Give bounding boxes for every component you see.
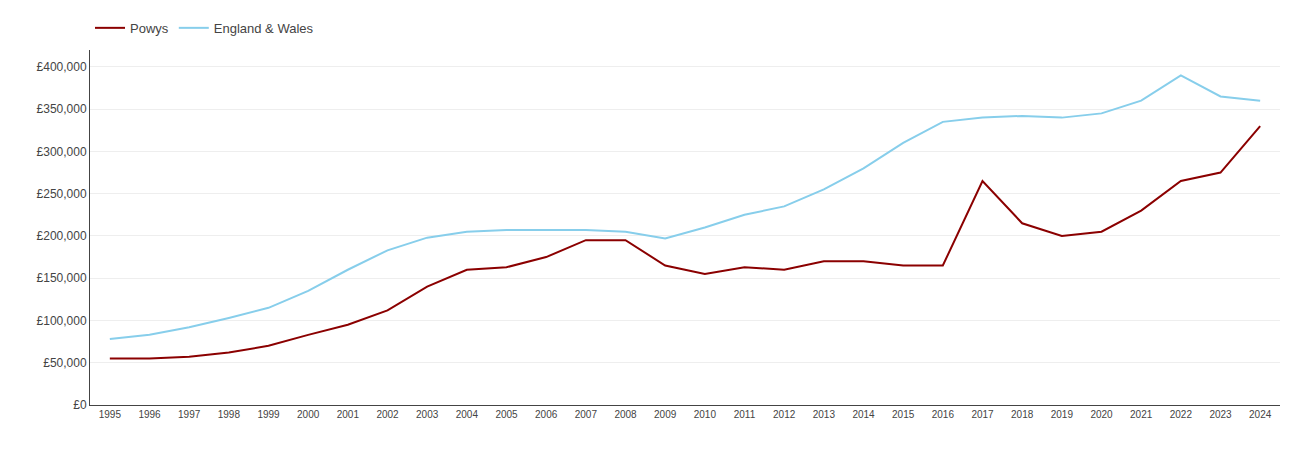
- svg-text:2011: 2011: [734, 409, 756, 420]
- svg-text:1996: 1996: [138, 409, 161, 420]
- svg-text:1997: 1997: [178, 409, 201, 420]
- svg-text:2004: 2004: [456, 409, 479, 420]
- svg-text:£300,000: £300,000: [37, 145, 87, 159]
- svg-text:2001: 2001: [337, 409, 360, 420]
- svg-text:2020: 2020: [1090, 409, 1113, 420]
- svg-text:2002: 2002: [376, 409, 399, 420]
- svg-text:1998: 1998: [218, 409, 241, 420]
- svg-text:2021: 2021: [1130, 409, 1153, 420]
- svg-text:2017: 2017: [971, 409, 994, 420]
- svg-text:2022: 2022: [1170, 409, 1193, 420]
- svg-text:Powys: Powys: [130, 21, 169, 36]
- svg-text:2014: 2014: [852, 409, 875, 420]
- svg-text:2013: 2013: [813, 409, 836, 420]
- svg-text:2016: 2016: [932, 409, 955, 420]
- svg-text:£50,000: £50,000: [43, 356, 87, 370]
- svg-text:£100,000: £100,000: [37, 314, 87, 328]
- svg-text:2012: 2012: [773, 409, 796, 420]
- svg-text:£250,000: £250,000: [37, 187, 87, 201]
- svg-text:1999: 1999: [257, 409, 280, 420]
- svg-text:2019: 2019: [1051, 409, 1074, 420]
- svg-text:2006: 2006: [535, 409, 558, 420]
- svg-text:£150,000: £150,000: [37, 271, 87, 285]
- svg-text:2015: 2015: [892, 409, 915, 420]
- svg-text:2018: 2018: [1011, 409, 1034, 420]
- svg-text:£400,000: £400,000: [37, 60, 87, 74]
- svg-text:2024: 2024: [1249, 409, 1272, 420]
- svg-text:£0: £0: [73, 398, 87, 412]
- svg-text:£200,000: £200,000: [37, 229, 87, 243]
- svg-text:2010: 2010: [694, 409, 717, 420]
- svg-text:2003: 2003: [416, 409, 439, 420]
- svg-text:2023: 2023: [1209, 409, 1232, 420]
- svg-text:1995: 1995: [99, 409, 122, 420]
- svg-text:2009: 2009: [654, 409, 677, 420]
- svg-text:2007: 2007: [575, 409, 598, 420]
- svg-text:2005: 2005: [495, 409, 518, 420]
- svg-text:England & Wales: England & Wales: [214, 21, 314, 36]
- svg-text:2008: 2008: [614, 409, 637, 420]
- svg-text:£350,000: £350,000: [37, 102, 87, 116]
- svg-text:2000: 2000: [297, 409, 320, 420]
